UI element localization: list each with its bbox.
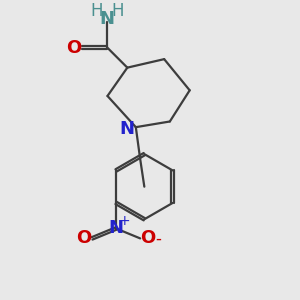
Text: -: - <box>156 230 162 247</box>
Text: N: N <box>120 120 135 138</box>
Text: H: H <box>90 2 103 20</box>
Text: +: + <box>118 214 130 228</box>
Text: O: O <box>140 230 156 247</box>
Text: N: N <box>109 220 124 238</box>
Text: O: O <box>66 39 81 57</box>
Text: N: N <box>100 10 115 28</box>
Text: H: H <box>112 2 124 20</box>
Text: O: O <box>76 230 91 247</box>
